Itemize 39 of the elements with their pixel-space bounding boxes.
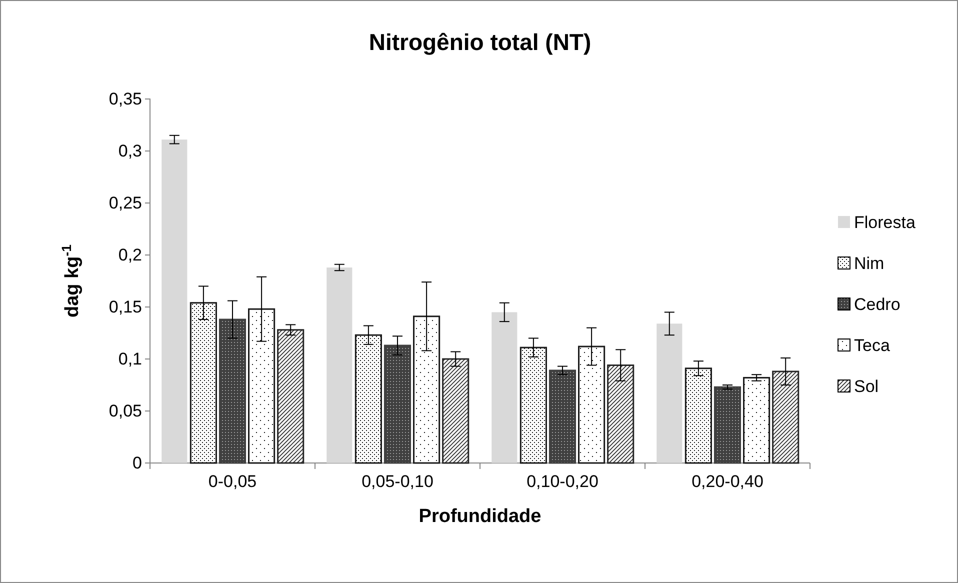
chart-title: Nitrogênio total (NT) [368, 29, 592, 55]
bar [772, 370, 800, 464]
bar [548, 370, 576, 464]
y-tick-label: 0,05 [108, 401, 142, 420]
bar [162, 140, 188, 463]
y-tick-label: 0,25 [108, 193, 142, 212]
bar [218, 318, 246, 464]
y-tick-label: 0,15 [108, 297, 142, 316]
bar [743, 376, 770, 464]
bar [326, 267, 352, 463]
bar [190, 302, 217, 464]
bar [656, 324, 682, 463]
bar [578, 346, 606, 464]
bar [714, 386, 742, 464]
bar [492, 312, 518, 463]
y-tick-label: 0,1 [118, 349, 142, 368]
y-tick-label: 0 [132, 453, 142, 472]
x-tick-label: 0-0,05 [208, 472, 257, 492]
bar [684, 368, 712, 464]
bar [354, 334, 382, 464]
x-tick-label: 0,10-0,20 [526, 472, 598, 492]
legend-label: Floresta [854, 212, 916, 232]
bar [607, 364, 634, 464]
bar [442, 358, 470, 464]
x-axis-title: Profundidade [418, 506, 542, 527]
bar [520, 346, 547, 464]
x-tick-label: 0,05-0,10 [362, 472, 434, 492]
legend-label: Cedro [854, 294, 900, 314]
bar [248, 308, 276, 464]
legend-label: Teca [854, 336, 890, 355]
legend-label: Nim [854, 254, 884, 273]
bar [413, 316, 440, 464]
y-tick-label: 0,2 [118, 245, 142, 264]
bar [384, 344, 412, 464]
x-tick-label: 0,20-0,40 [692, 472, 764, 492]
legend-label: Sol [854, 376, 879, 396]
bar [277, 329, 304, 464]
y-tick-label: 0,3 [118, 141, 142, 160]
y-tick-label: 0,35 [108, 89, 142, 108]
